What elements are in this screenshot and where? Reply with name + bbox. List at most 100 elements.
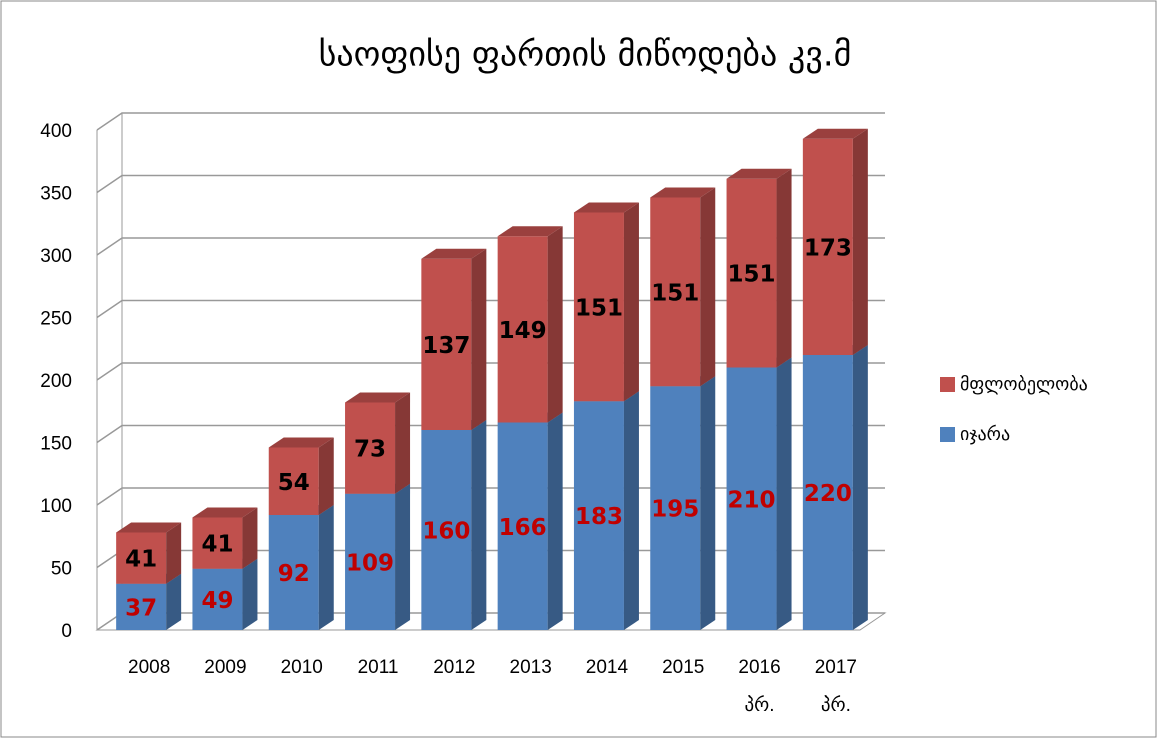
bar-side xyxy=(395,483,411,630)
bar-segment xyxy=(497,412,563,630)
x-tick-label: 2010 xyxy=(281,657,323,678)
bar-front xyxy=(650,197,701,387)
legend-label: იჯარა xyxy=(960,424,1010,445)
y-tick-label: 100 xyxy=(40,496,72,517)
bar-side xyxy=(471,248,487,430)
bar-segment xyxy=(497,226,563,423)
x-tick-label: 2011 xyxy=(358,657,399,678)
bar-side xyxy=(623,202,639,402)
x-tick-label: 2008 xyxy=(128,657,170,678)
data-label: 73 xyxy=(354,437,386,463)
bar-front xyxy=(726,178,777,368)
data-label: 151 xyxy=(728,262,776,288)
bar-top xyxy=(573,202,639,213)
bar-segment xyxy=(726,168,792,368)
x-tick-label: 2013 xyxy=(510,657,552,678)
bar-side xyxy=(776,168,792,368)
data-label: 183 xyxy=(575,504,623,530)
bar-top xyxy=(650,187,716,198)
x-tick-label: 2017 პრ. xyxy=(815,657,857,716)
y-tick-label: 50 xyxy=(51,559,72,580)
bar-front xyxy=(268,515,319,630)
bar-front xyxy=(116,532,167,584)
data-label: 149 xyxy=(499,318,547,344)
bar-front xyxy=(573,401,624,630)
y-tick-label: 350 xyxy=(40,184,72,205)
bar-front xyxy=(421,258,472,430)
bar-side xyxy=(395,392,411,494)
bar-top xyxy=(497,226,563,237)
bar-front xyxy=(192,517,243,569)
bar-segment xyxy=(650,376,716,630)
data-label: 137 xyxy=(422,333,470,359)
bar-segment xyxy=(573,202,639,402)
y-tick-label: 0 xyxy=(61,621,72,642)
bar-side xyxy=(547,412,563,630)
bar-front xyxy=(268,447,319,515)
data-label: 195 xyxy=(651,497,699,523)
bar-front xyxy=(345,402,396,494)
x-tick-label: 2012 xyxy=(433,657,475,678)
bar-top xyxy=(421,248,487,259)
bar-side xyxy=(318,437,334,515)
bar-top xyxy=(268,437,334,448)
data-label: 160 xyxy=(422,519,470,545)
x-tick-label: 2009 xyxy=(204,657,246,678)
x-tick-label: 2016 პრ. xyxy=(738,657,780,716)
bar-top xyxy=(192,507,258,518)
bar-side xyxy=(852,128,868,355)
bar-segment xyxy=(345,392,411,494)
bar-segment xyxy=(192,507,258,569)
bar-side xyxy=(700,187,716,387)
y-tick-label: 200 xyxy=(40,371,72,392)
chart-title: საოფისე ფართის მიწოდება კვ.მ xyxy=(319,35,852,75)
data-label: 173 xyxy=(804,235,852,261)
bar-side xyxy=(166,573,182,630)
data-label: 49 xyxy=(201,588,233,614)
legend-swatch xyxy=(940,427,955,442)
grid-line xyxy=(96,174,885,194)
bar-side xyxy=(242,507,258,569)
y-tick-label: 150 xyxy=(40,434,72,455)
bar-side xyxy=(547,226,563,423)
bar-segment xyxy=(421,248,487,430)
data-label: 41 xyxy=(125,547,157,573)
grid-line xyxy=(96,112,885,131)
x-tick-label: 2015 xyxy=(662,657,704,678)
bar-segment xyxy=(573,391,639,630)
data-label: 210 xyxy=(728,487,776,513)
bar-front xyxy=(421,430,472,630)
bar-segment xyxy=(268,437,334,515)
bar-segment xyxy=(116,522,182,584)
data-label: 220 xyxy=(804,481,852,507)
bar-side xyxy=(242,558,258,630)
bar-top xyxy=(726,168,792,179)
bar-top xyxy=(802,128,868,139)
bar-front xyxy=(650,386,701,630)
bar-front xyxy=(802,138,853,355)
bar-front xyxy=(192,568,243,630)
bar-front xyxy=(345,493,396,630)
bar-segment xyxy=(192,558,258,630)
data-label: 54 xyxy=(278,470,310,496)
y-tick-label: 400 xyxy=(40,121,72,142)
x-tick-label: 2014 xyxy=(586,657,629,678)
data-label: 109 xyxy=(346,550,394,576)
bar-segment xyxy=(650,187,716,387)
bar-top xyxy=(345,392,411,403)
bar-front xyxy=(726,367,777,630)
bar-side xyxy=(776,357,792,630)
bar-segment xyxy=(802,128,868,355)
data-label: 41 xyxy=(201,532,233,558)
bar-side xyxy=(318,505,334,630)
data-label: 151 xyxy=(651,280,699,306)
bar-front xyxy=(116,583,167,630)
bar-side xyxy=(700,376,716,630)
bar-front xyxy=(497,236,548,423)
bar-side xyxy=(852,345,868,630)
bar-front xyxy=(802,355,853,630)
legend-swatch xyxy=(940,377,955,392)
y-tick-label: 250 xyxy=(40,309,72,330)
bar-side xyxy=(623,391,639,630)
